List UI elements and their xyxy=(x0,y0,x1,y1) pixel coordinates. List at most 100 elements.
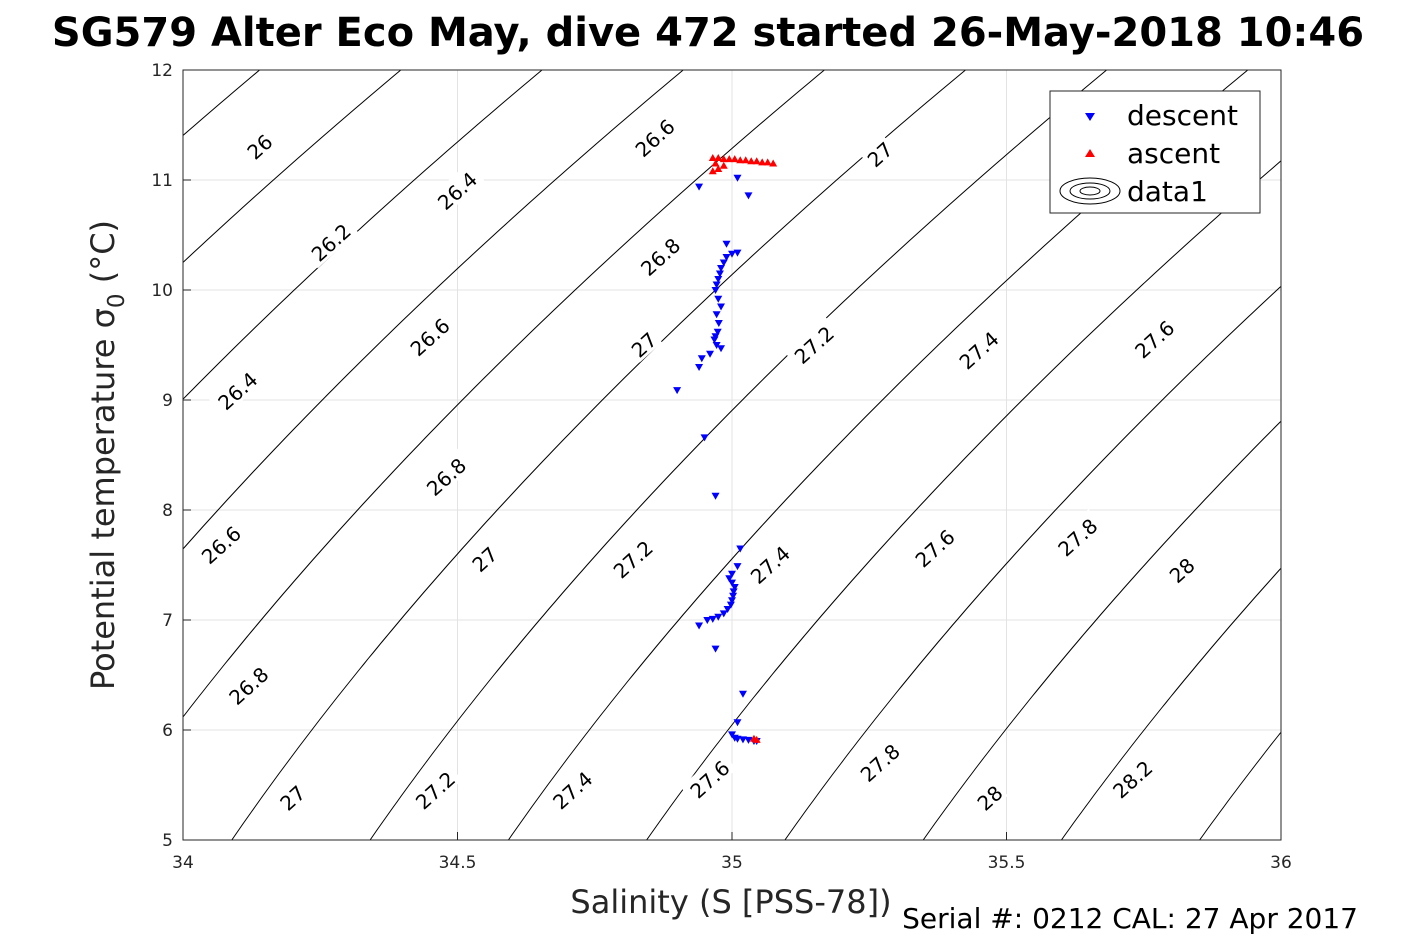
density-contour-line xyxy=(80,70,119,103)
density-contour-line xyxy=(183,70,825,718)
contour-label-bg xyxy=(680,751,737,805)
descent-point xyxy=(726,601,735,609)
descent-point xyxy=(714,276,723,283)
descent-point xyxy=(733,719,742,727)
contour-label-bg xyxy=(623,324,663,363)
descent-point xyxy=(723,606,732,613)
contour-label: 27.6 xyxy=(905,520,962,574)
y-axis-label-unit: (°C) xyxy=(84,220,122,293)
x-tick-label: 35.5 xyxy=(988,853,1026,873)
contour-label-bg xyxy=(969,777,1008,816)
chart-title: SG579 Alter Eco May, dive 472 started 26… xyxy=(52,10,1364,56)
density-contour-line xyxy=(922,420,1281,840)
legend-descent-marker xyxy=(1085,113,1095,121)
contour-label: 26.8 xyxy=(219,657,276,712)
y-axis-label: Potential temperature σ0 (°C) xyxy=(84,220,130,690)
contour-label-bg xyxy=(301,214,358,269)
descent-point xyxy=(714,320,723,327)
x-axis-label: Salinity (S [PSS-78]) xyxy=(570,883,891,921)
contour-label-bg xyxy=(784,316,842,371)
descent-point xyxy=(722,254,731,261)
descent-point xyxy=(728,250,736,258)
descent-point xyxy=(728,570,736,578)
ascent-point xyxy=(719,161,728,169)
contour-label-bg xyxy=(208,362,265,417)
x-tick-label: 34.5 xyxy=(439,853,477,873)
y-tick-label: 9 xyxy=(162,391,173,411)
data-points xyxy=(673,154,778,745)
legend-data1-label: data1 xyxy=(1127,175,1208,208)
descent-point xyxy=(700,434,709,442)
descent-point xyxy=(733,735,742,743)
contour-label-bg xyxy=(543,762,600,816)
descent-point xyxy=(695,364,704,371)
ascent-point xyxy=(769,159,778,167)
legend: descent ascent data1 xyxy=(1049,90,1261,214)
density-contour-line xyxy=(183,70,543,400)
descent-point xyxy=(712,281,721,289)
contour-label-bg xyxy=(949,322,1006,376)
contour-label-bg xyxy=(239,126,278,165)
descent-point xyxy=(717,265,726,272)
contour-label-bg xyxy=(1161,550,1201,588)
descent-point xyxy=(695,622,704,630)
ascent-point xyxy=(752,157,761,165)
descent-point xyxy=(711,645,720,653)
descent-point xyxy=(719,259,728,267)
ascent-point xyxy=(747,157,756,165)
density-contour-line xyxy=(183,70,684,550)
ascent-point xyxy=(708,154,717,161)
contour-label-bg xyxy=(272,777,311,816)
descent-point xyxy=(736,545,745,553)
y-tick-label: 7 xyxy=(162,611,173,631)
contour-label-bg xyxy=(406,762,463,816)
density-contour-line xyxy=(183,70,402,264)
descent-point xyxy=(714,295,723,303)
x-axis-ticks: 34 34.5 35 35.5 36 xyxy=(172,832,1292,873)
descent-point xyxy=(728,597,736,605)
legend-contour-icon xyxy=(1059,177,1121,205)
y-axis-ticks: 5 6 7 8 9 10 11 12 xyxy=(151,61,191,851)
descent-point xyxy=(711,287,720,294)
contour-label-bg xyxy=(428,162,485,217)
descent-point xyxy=(710,336,719,344)
contour-label-bg xyxy=(850,734,907,789)
legend-descent-label: descent xyxy=(1127,99,1238,132)
descent-point xyxy=(717,303,726,311)
descent-point xyxy=(717,345,726,353)
descent-point xyxy=(713,328,722,336)
y-tick-label: 12 xyxy=(151,61,173,81)
density-contour-line xyxy=(369,70,1107,840)
legend-ascent-marker xyxy=(1085,149,1095,157)
ascent-point xyxy=(736,156,745,164)
descent-point xyxy=(730,584,739,591)
descent-point xyxy=(729,592,738,600)
x-tick-label: 35 xyxy=(721,853,743,873)
contour-label-bg xyxy=(1125,311,1182,365)
descent-point xyxy=(738,690,747,698)
descent-point xyxy=(733,563,742,571)
contour-label-bg xyxy=(464,539,503,577)
ascent-point xyxy=(708,167,717,175)
contour-label-bg xyxy=(400,308,457,363)
contour-label-bg xyxy=(905,520,962,574)
density-contour-line xyxy=(1199,731,1281,840)
descent-point xyxy=(714,613,723,621)
contour-label-bg xyxy=(1048,509,1105,563)
y-tick-label: 6 xyxy=(162,721,173,741)
serial-calibration-note: Serial #: 0212 CAL: 27 Apr 2017 xyxy=(902,902,1358,935)
descent-point xyxy=(673,387,682,395)
ascent-point xyxy=(714,154,723,161)
descent-point xyxy=(719,610,728,618)
ascent-point xyxy=(719,155,728,163)
density-contour-line xyxy=(183,70,260,137)
descent-point xyxy=(715,270,724,278)
contour-label-bg xyxy=(740,536,798,591)
ascent-point xyxy=(749,734,758,742)
ascent-point xyxy=(725,155,734,163)
descent-point xyxy=(733,174,742,182)
descent-point xyxy=(733,249,742,257)
x-tick-label: 36 xyxy=(1270,853,1292,873)
ascent-point xyxy=(730,155,739,163)
